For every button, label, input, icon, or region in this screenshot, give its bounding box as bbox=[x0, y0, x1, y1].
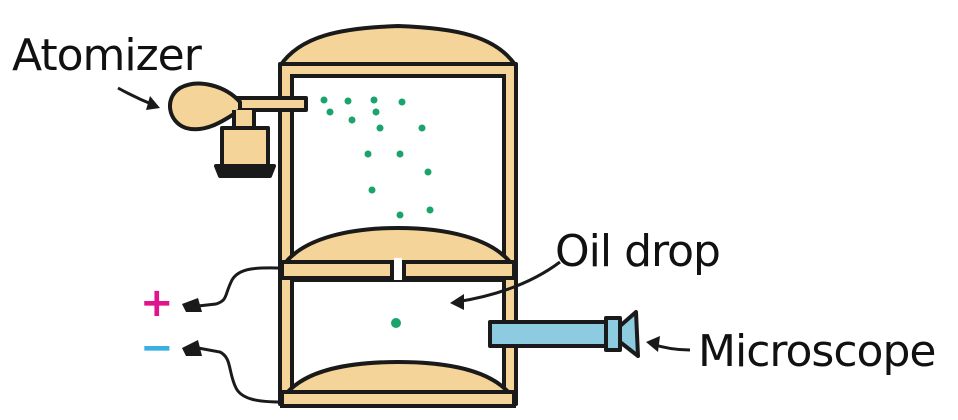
atomizer-bulb bbox=[168, 81, 242, 132]
oil-droplet bbox=[326, 108, 334, 116]
base-bar bbox=[280, 390, 516, 408]
negative-sign: − bbox=[140, 325, 174, 371]
oil-droplet bbox=[424, 168, 432, 176]
plate-hole bbox=[390, 262, 406, 278]
microscope-eyepiece bbox=[618, 310, 640, 358]
negative-wire bbox=[197, 346, 283, 404]
atomizer-label: Atomizer bbox=[12, 30, 202, 81]
top-dome bbox=[278, 24, 518, 68]
oil-droplet bbox=[372, 108, 380, 116]
oil-spray bbox=[320, 96, 434, 219]
oil-droplet bbox=[426, 206, 434, 214]
oil-drop-arrow bbox=[455, 260, 561, 304]
atomizer-base bbox=[214, 164, 276, 178]
microscope-collar bbox=[604, 316, 622, 352]
observed-oil-drop bbox=[391, 318, 401, 328]
oil-droplet bbox=[398, 98, 406, 106]
atomizer-cup bbox=[220, 126, 270, 170]
microscope-label: Microscope bbox=[698, 326, 936, 377]
microscope-device bbox=[488, 310, 640, 358]
oil-droplet bbox=[370, 96, 378, 104]
oil-droplet bbox=[368, 186, 376, 194]
terminals bbox=[182, 298, 202, 356]
oil-droplet bbox=[396, 150, 404, 158]
microscope-tube bbox=[488, 320, 612, 348]
oil-droplet bbox=[396, 211, 404, 219]
atomizer-nozzle bbox=[234, 96, 308, 112]
negative-terminal bbox=[182, 340, 202, 356]
oil-drop-label: Oil drop bbox=[555, 226, 721, 277]
positive-terminal bbox=[182, 298, 202, 312]
positive-sign: + bbox=[140, 280, 174, 326]
atomizer-device bbox=[168, 81, 308, 178]
oil-droplet bbox=[320, 96, 328, 104]
oil-droplet bbox=[348, 116, 356, 124]
oil-droplet bbox=[418, 124, 426, 132]
positive-wire bbox=[197, 266, 283, 308]
oil-droplet bbox=[364, 150, 372, 158]
oil-droplet bbox=[376, 124, 384, 132]
oil-droplet bbox=[344, 97, 352, 105]
upper-plate bbox=[284, 226, 512, 264]
wires bbox=[197, 266, 283, 404]
lower-plate bbox=[284, 360, 512, 396]
